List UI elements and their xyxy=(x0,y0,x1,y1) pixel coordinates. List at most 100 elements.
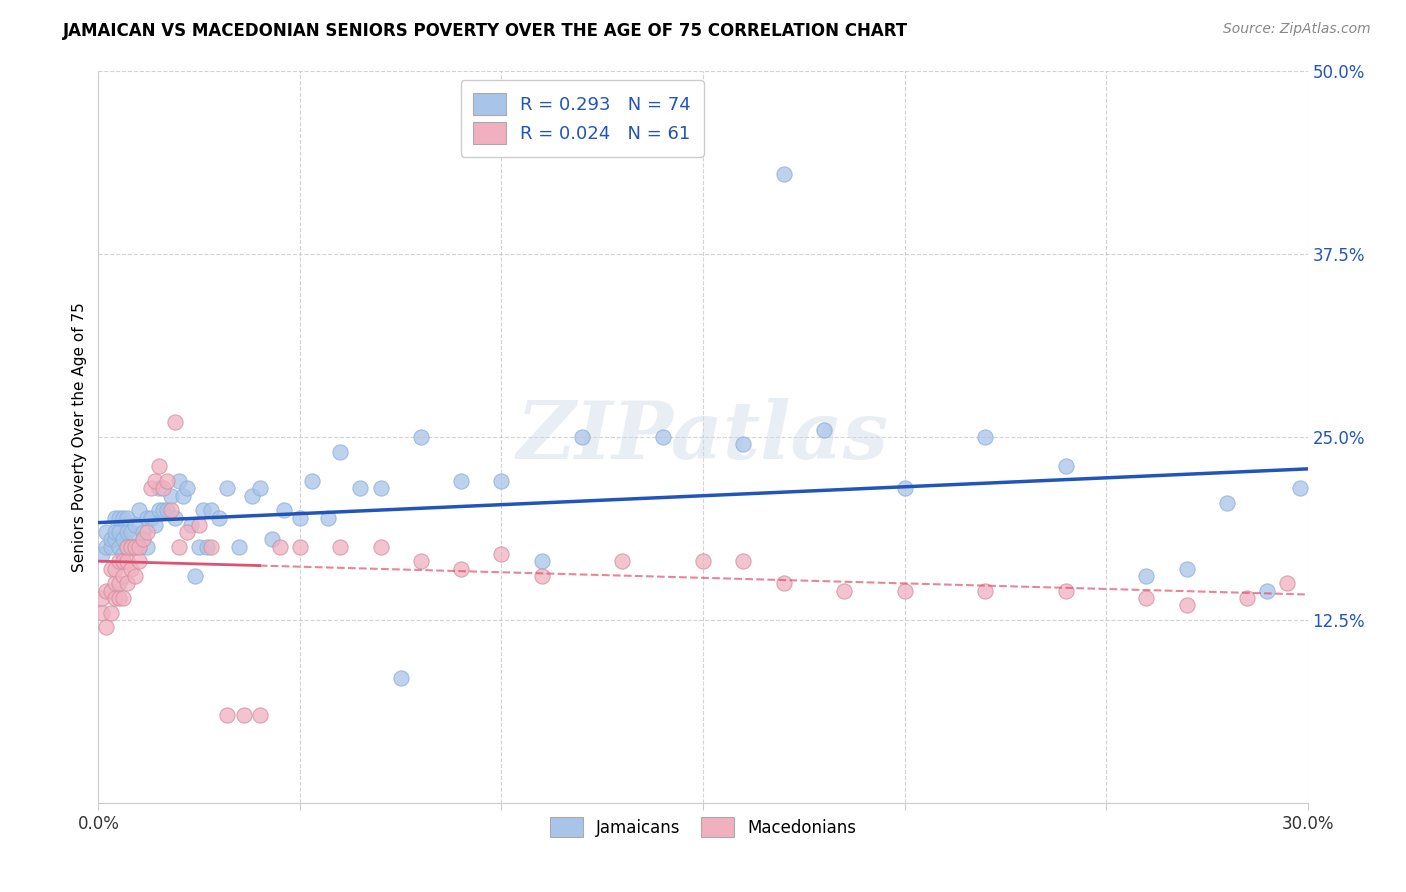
Point xyxy=(1135,591,1157,605)
Point xyxy=(389,672,412,686)
Point xyxy=(692,554,714,568)
Point xyxy=(160,489,183,503)
Point xyxy=(188,517,211,532)
Point xyxy=(167,540,190,554)
Text: Source: ZipAtlas.com: Source: ZipAtlas.com xyxy=(1223,22,1371,37)
Point xyxy=(1054,583,1077,598)
Point xyxy=(107,591,129,605)
Point xyxy=(651,430,673,444)
Point xyxy=(152,481,174,495)
Point xyxy=(772,167,794,181)
Point xyxy=(103,510,125,524)
Point xyxy=(156,474,179,488)
Point xyxy=(260,533,283,547)
Point xyxy=(612,554,634,568)
Point xyxy=(120,540,142,554)
Point xyxy=(103,562,125,576)
Point xyxy=(132,533,155,547)
Point xyxy=(111,569,134,583)
Point xyxy=(1054,459,1077,474)
Point xyxy=(124,540,146,554)
Point xyxy=(115,510,138,524)
Point xyxy=(103,576,125,591)
Point xyxy=(115,540,138,554)
Point xyxy=(100,583,122,598)
Point xyxy=(91,547,114,561)
Point xyxy=(96,525,118,540)
Point xyxy=(200,540,222,554)
Point xyxy=(163,416,186,430)
Point xyxy=(96,583,118,598)
Point xyxy=(249,481,271,495)
Point xyxy=(148,503,170,517)
Point xyxy=(1256,583,1278,598)
Point xyxy=(111,554,134,568)
Point xyxy=(1175,562,1198,576)
Point xyxy=(301,474,323,488)
Point xyxy=(100,540,122,554)
Point xyxy=(103,533,125,547)
Point xyxy=(96,620,118,634)
Point xyxy=(163,510,186,524)
Point xyxy=(530,569,553,583)
Point xyxy=(107,554,129,568)
Point xyxy=(316,510,339,524)
Point xyxy=(152,503,174,517)
Point xyxy=(167,474,190,488)
Point xyxy=(139,481,162,495)
Point xyxy=(128,540,150,554)
Point xyxy=(974,430,997,444)
Point xyxy=(208,510,231,524)
Point xyxy=(370,481,392,495)
Point xyxy=(491,474,513,488)
Point xyxy=(124,540,146,554)
Point xyxy=(132,525,155,540)
Point xyxy=(217,708,239,723)
Point xyxy=(148,481,170,495)
Point xyxy=(135,510,157,524)
Point xyxy=(188,540,211,554)
Point xyxy=(100,606,122,620)
Point xyxy=(571,430,593,444)
Point xyxy=(120,525,142,540)
Point xyxy=(176,481,198,495)
Text: JAMAICAN VS MACEDONIAN SENIORS POVERTY OVER THE AGE OF 75 CORRELATION CHART: JAMAICAN VS MACEDONIAN SENIORS POVERTY O… xyxy=(63,22,908,40)
Point xyxy=(111,510,134,524)
Point xyxy=(228,540,250,554)
Point xyxy=(107,510,129,524)
Point xyxy=(184,569,207,583)
Point xyxy=(232,708,254,723)
Point xyxy=(115,525,138,540)
Point xyxy=(115,540,138,554)
Point xyxy=(288,510,311,524)
Point xyxy=(491,547,513,561)
Point xyxy=(160,503,183,517)
Point xyxy=(156,503,179,517)
Point xyxy=(217,481,239,495)
Point xyxy=(450,562,472,576)
Point xyxy=(409,430,432,444)
Point xyxy=(1216,496,1239,510)
Point xyxy=(103,525,125,540)
Point xyxy=(96,540,118,554)
Point xyxy=(115,554,138,568)
Point xyxy=(111,547,134,561)
Point xyxy=(172,489,194,503)
Point xyxy=(288,540,311,554)
Point xyxy=(273,503,295,517)
Point xyxy=(893,583,915,598)
Point xyxy=(772,576,794,591)
Point xyxy=(370,540,392,554)
Point xyxy=(349,481,371,495)
Point xyxy=(813,423,835,437)
Text: ZIPatlas: ZIPatlas xyxy=(517,399,889,475)
Point xyxy=(193,503,215,517)
Point xyxy=(1277,576,1299,591)
Point xyxy=(974,583,997,598)
Point xyxy=(91,606,114,620)
Legend: Jamaicans, Macedonians: Jamaicans, Macedonians xyxy=(541,809,865,846)
Point xyxy=(240,489,263,503)
Point xyxy=(91,591,114,605)
Point xyxy=(107,576,129,591)
Point xyxy=(409,554,432,568)
